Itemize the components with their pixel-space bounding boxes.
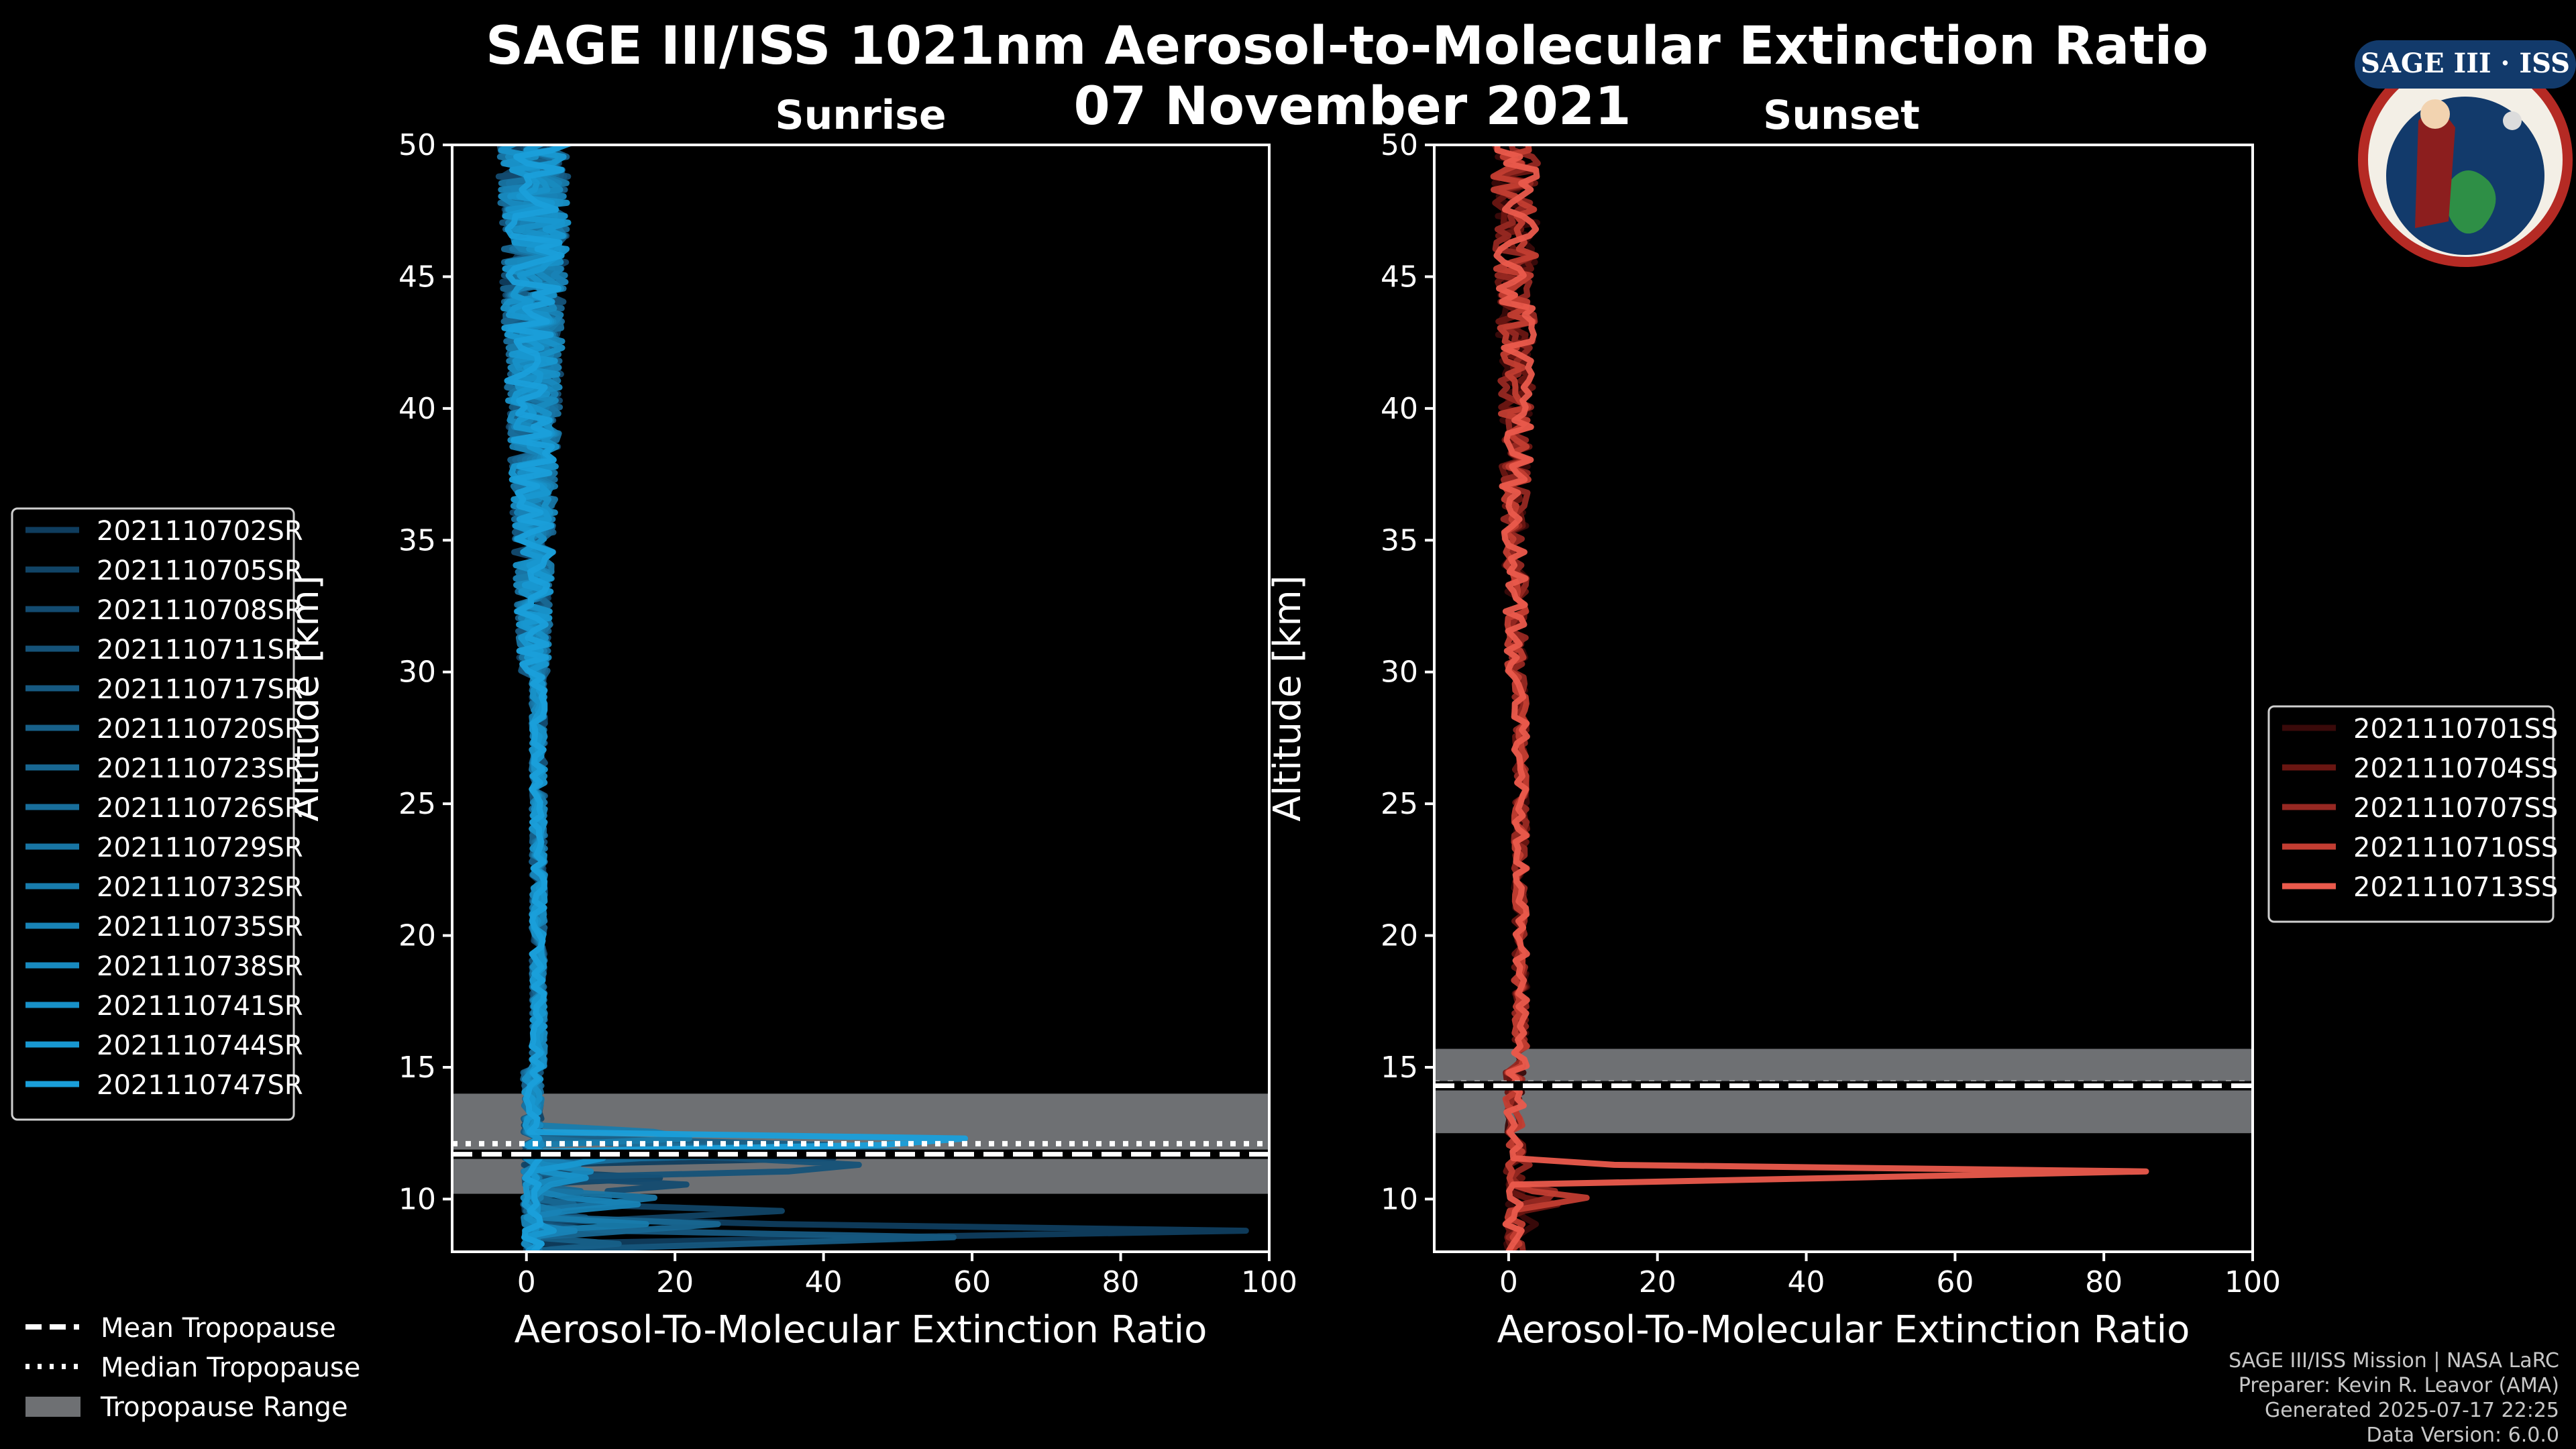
y-tick-label: 15 [1381, 1051, 1418, 1085]
x-tick-label: 0 [1499, 1265, 1518, 1299]
y-tick-label: 45 [1381, 260, 1418, 294]
y-tick-label: 50 [398, 128, 436, 162]
x-tick-label: 40 [1788, 1265, 1825, 1299]
x-tick-label: 20 [656, 1265, 694, 1299]
tropopause-range-swatch [25, 1397, 80, 1417]
median-tropopause-label: Median Tropopause [101, 1352, 360, 1383]
legend-label-2021110705SR: 2021110705SR [97, 555, 303, 586]
y-tick-label: 25 [1381, 787, 1418, 821]
legend-label-2021110713SS: 2021110713SS [2353, 872, 2558, 903]
sunset-legend: 2021110701SS 2021110704SS 2021110707SS 2021… [2267, 705, 2558, 923]
sunset-subtitle: Sunset [1763, 92, 1920, 139]
legend-label-2021110710SS: 2021110710SS [2353, 833, 2558, 863]
x-tick-label: 60 [1936, 1265, 1974, 1299]
legend-label-2021110701SS: 2021110701SS [2353, 714, 2558, 745]
x-tick-label: 20 [1639, 1265, 1676, 1299]
legend-label-2021110702SR: 2021110702SR [97, 516, 303, 547]
x-tick-label: 80 [1102, 1265, 1140, 1299]
sunrise-x-axis-label: Aerosol-To-Molecular Extinction Ratio [515, 1308, 1208, 1352]
legend-label-2021110735SR: 2021110735SR [97, 912, 303, 943]
legend-label-2021110726SR: 2021110726SR [97, 793, 303, 824]
legend-label-2021110704SS: 2021110704SS [2353, 753, 2558, 784]
mean-tropopause-label: Mean Tropopause [101, 1313, 336, 1344]
y-tick-label: 50 [1381, 128, 1418, 162]
y-tick-label: 35 [398, 523, 436, 557]
sunset-x-axis-label: Aerosol-To-Molecular Extinction Ratio [1497, 1308, 2190, 1352]
y-tick-label: 20 [398, 919, 436, 953]
y-tick-label: 40 [398, 392, 436, 426]
y-tick-label: 30 [398, 655, 436, 690]
legend-label-2021110744SR: 2021110744SR [97, 1030, 303, 1061]
tropopause-legend: Mean Tropopause Median Tropopause Tropop… [25, 1313, 360, 1423]
legend-label-2021110738SR: 2021110738SR [97, 951, 303, 982]
y-tick-label: 10 [398, 1182, 436, 1216]
y-tick-label: 10 [1381, 1182, 1418, 1216]
figure-date: 07 November 2021 [1073, 76, 1631, 137]
tropopause-range-label: Tropopause Range [100, 1392, 348, 1423]
profile-line-2021110717SR [499, 145, 957, 1252]
legend-label-2021110707SS: 2021110707SS [2353, 793, 2558, 824]
legend-frame [2267, 705, 2555, 923]
x-tick-label: 100 [2224, 1265, 2281, 1299]
legend-label-2021110747SR: 2021110747SR [97, 1070, 303, 1101]
y-tick-label: 40 [1381, 392, 1418, 426]
sunrise-legend: 2021110702SR 2021110705SR 2021110708SR 2021… [11, 507, 303, 1121]
legend-label-2021110717SR: 2021110717SR [97, 674, 303, 705]
legend-label-2021110711SR: 2021110711SR [97, 635, 303, 665]
x-tick-label: 60 [953, 1265, 991, 1299]
x-tick-label: 80 [2085, 1265, 2123, 1299]
credit-mission: SAGE III/ISS Mission | NASA LaRC [2229, 1349, 2559, 1373]
legend-label-2021110732SR: 2021110732SR [97, 872, 303, 903]
credit-preparer: Preparer: Kevin R. Leavor (AMA) [2239, 1374, 2559, 1397]
tropopause-range-band [1434, 1049, 2253, 1134]
y-tick-label: 15 [398, 1051, 436, 1085]
legend-label-2021110729SR: 2021110729SR [97, 833, 303, 863]
sunset-y-axis-label: Altitude [km] [1266, 575, 1309, 821]
legend-label-2021110708SR: 2021110708SR [97, 595, 303, 626]
y-tick-label: 25 [398, 787, 436, 821]
profile-line-2021110713SS [1493, 145, 2149, 1252]
profile-line-2021110702SR [497, 145, 1249, 1252]
x-tick-label: 0 [517, 1265, 536, 1299]
y-tick-label: 35 [1381, 523, 1418, 557]
credits: SAGE III/ISS Mission | NASA LaRC Prepare… [2229, 1349, 2559, 1447]
y-tick-label: 20 [1381, 919, 1418, 953]
legend-frame [11, 507, 295, 1121]
profile-line-2021110747SR [501, 145, 969, 1252]
x-tick-label: 100 [1241, 1265, 1297, 1299]
credit-data-version: Data Version: 6.0.0 [2367, 1424, 2559, 1447]
legend-label-2021110720SR: 2021110720SR [97, 714, 303, 745]
legend-label-2021110723SR: 2021110723SR [97, 753, 303, 784]
sunrise-panel: Sunrise 0 20 40 60 80 100 101520253035404550 … [284, 92, 1297, 1352]
y-tick-label: 45 [398, 260, 436, 294]
x-tick-label: 40 [805, 1265, 843, 1299]
sage-logo: SAGE III · ISS [2355, 40, 2576, 267]
y-tick-label: 30 [1381, 655, 1418, 690]
logo-text: SAGE III · ISS [2361, 48, 2570, 79]
legend-label-2021110741SR: 2021110741SR [97, 991, 303, 1022]
sunset-plot-frame [1433, 144, 2254, 1253]
sunrise-plot-frame [451, 144, 1271, 1253]
sunrise-subtitle: Sunrise [775, 92, 946, 139]
credit-generated: Generated 2025-07-17 22:25 [2265, 1399, 2559, 1422]
sunset-panel: Sunset 0 20 40 60 80 100 10 15 20 25 30 35 40 45 50 A… [1266, 92, 2281, 1352]
figure-title: SAGE III/ISS 1021nm Aerosol-to-Molecular… [486, 16, 2208, 76]
